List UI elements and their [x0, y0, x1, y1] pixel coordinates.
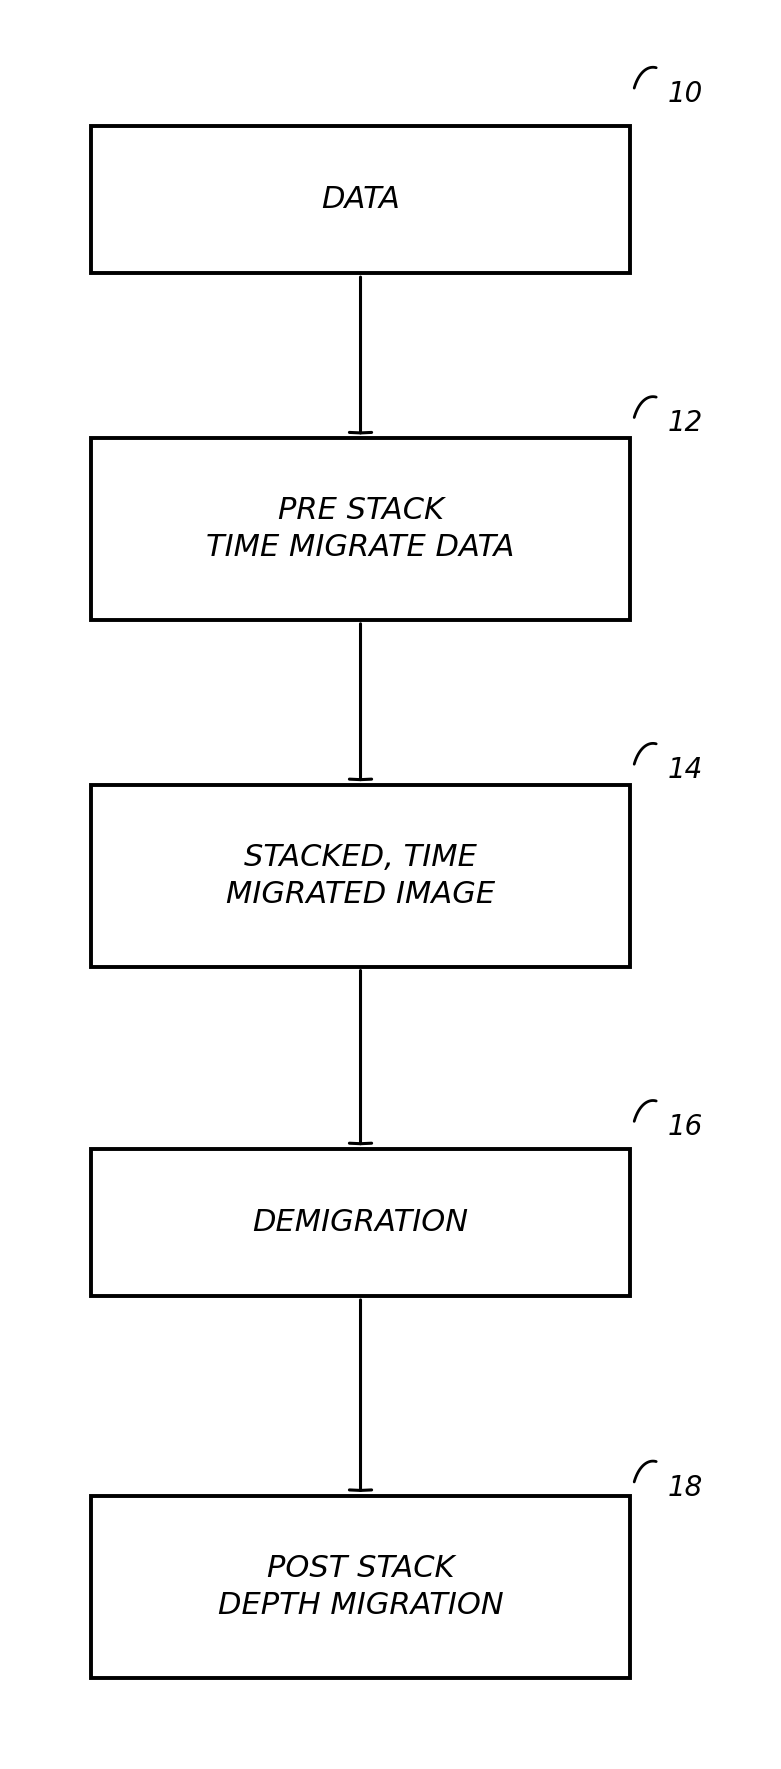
Text: DEMIGRATION: DEMIGRATION: [252, 1208, 469, 1237]
Text: 14: 14: [668, 755, 703, 784]
Text: 12: 12: [668, 409, 703, 437]
Text: 16: 16: [668, 1113, 703, 1141]
Text: 10: 10: [668, 80, 703, 108]
FancyBboxPatch shape: [91, 1495, 630, 1677]
Text: 18: 18: [668, 1474, 703, 1502]
FancyBboxPatch shape: [91, 1148, 630, 1297]
Text: POST STACK
DEPTH MIGRATION: POST STACK DEPTH MIGRATION: [218, 1553, 504, 1620]
FancyBboxPatch shape: [91, 439, 630, 621]
Text: PRE STACK
TIME MIGRATE DATA: PRE STACK TIME MIGRATE DATA: [206, 495, 515, 563]
FancyBboxPatch shape: [91, 785, 630, 968]
Text: DATA: DATA: [321, 186, 400, 214]
FancyBboxPatch shape: [91, 126, 630, 274]
Text: STACKED, TIME
MIGRATED IMAGE: STACKED, TIME MIGRATED IMAGE: [226, 842, 495, 909]
